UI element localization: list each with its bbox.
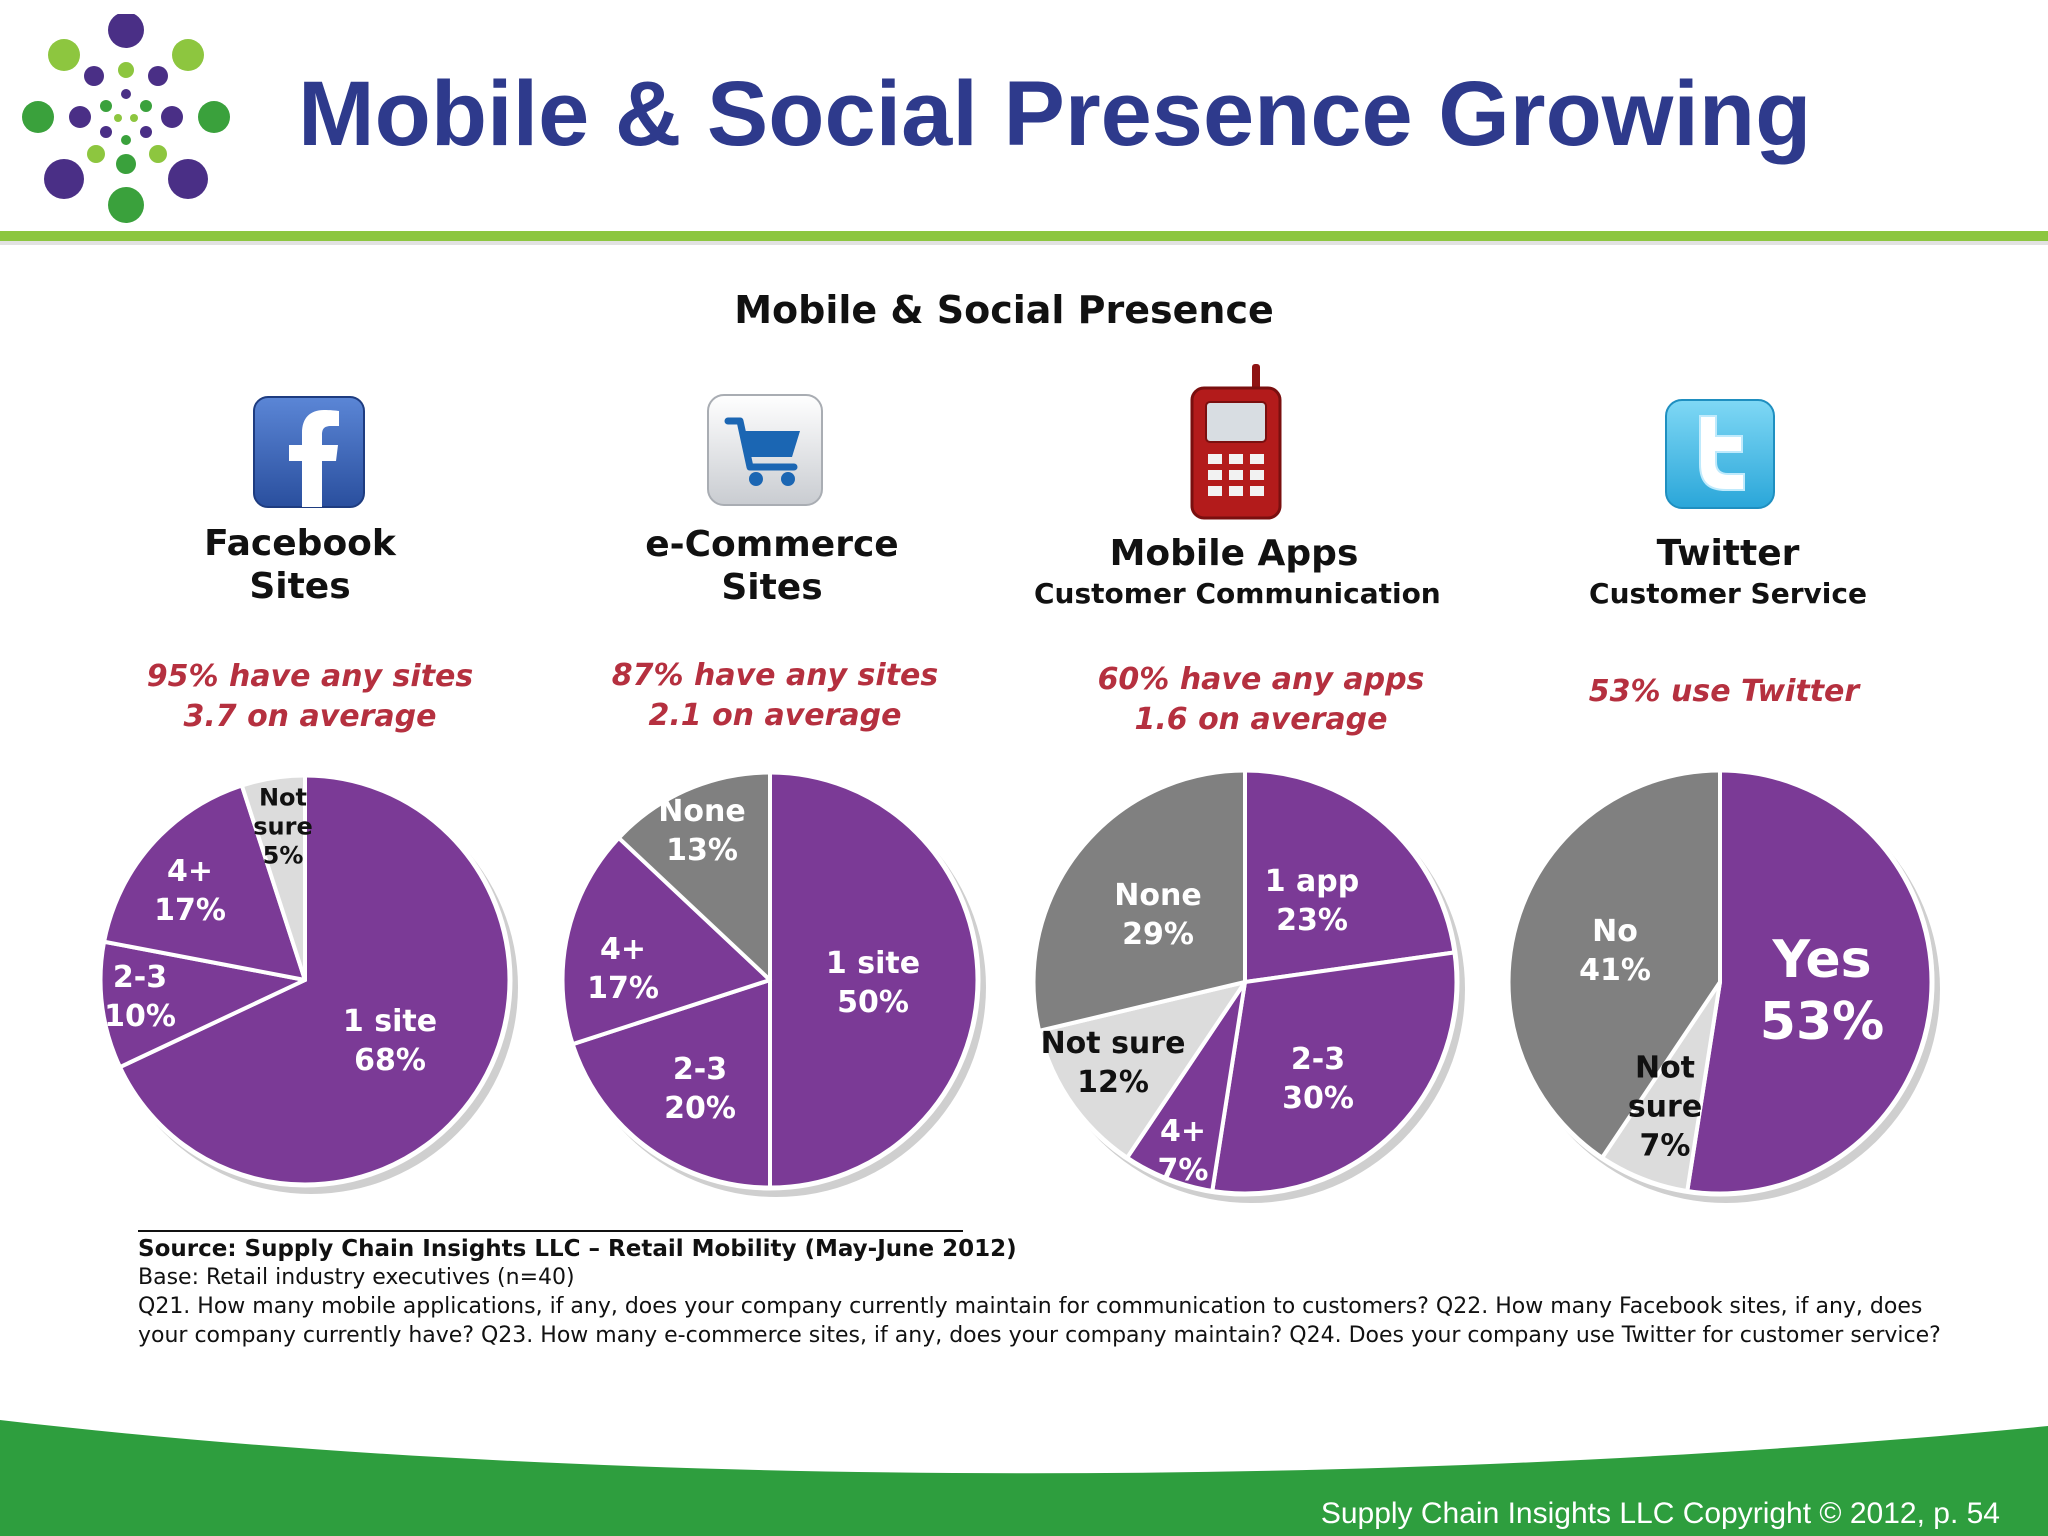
mobile-apps-label-2-3: 2-3 30% xyxy=(1282,1042,1354,1116)
mobile-apps-panel-title: Mobile Apps xyxy=(1109,533,1359,574)
source-questions-line-2: your company currently have? Q23. How ma… xyxy=(138,1323,1941,1348)
facebook-icon xyxy=(253,396,365,508)
facebook-panel-title: Facebook Sites xyxy=(204,523,396,607)
ecommerce-note-line-1: 87% have any sites xyxy=(611,658,939,693)
facebook-label-not-sure: Not sure 5% xyxy=(253,783,312,869)
footer-copyright: Supply Chain Insights LLC Copyright © 20… xyxy=(1320,1497,2000,1530)
source-heading: Source: Supply Chain Insights LLC – Reta… xyxy=(138,1236,1017,1262)
company-logo-icon xyxy=(22,14,230,223)
twitter-pie-rim xyxy=(1505,767,1935,1197)
source-questions-line-1: Q21. How many mobile applications, if an… xyxy=(138,1294,1923,1319)
mobile-apps-panel-subtitle: Customer Communication xyxy=(1034,577,1441,610)
ecommerce-panel-title: e-Commerce Sites xyxy=(645,524,899,608)
twitter-icon xyxy=(1665,399,1775,509)
twitter-panel-subtitle: Customer Service xyxy=(1589,577,1867,610)
mobile-apps-note-line-1: 60% have any apps xyxy=(1097,662,1425,697)
facebook-note-line-1: 95% have any sites xyxy=(146,659,474,694)
twitter-label-not-sure: Not sure 7% xyxy=(1628,1051,1702,1164)
chart-title: Mobile & Social Presence xyxy=(734,288,1274,332)
ecommerce-note-line-2: 2.1 on average xyxy=(648,698,902,733)
facebook-panel-note: 95% have any sites 3.7 on average xyxy=(110,657,510,737)
twitter-label-yes: Yes 53% xyxy=(1760,930,1884,1052)
title-divider xyxy=(0,231,2048,241)
mobile-apps-label-1-app: 1 app 23% xyxy=(1265,864,1360,938)
facebook-label-2-3: 2-3 10% xyxy=(104,960,176,1034)
mobile-phone-icon xyxy=(1190,364,1282,520)
mobile-apps-note-line-2: 1.6 on average xyxy=(1134,702,1388,737)
footer-band xyxy=(0,1420,2048,1536)
mobile-apps-panel-note: 60% have any apps 1.6 on average xyxy=(1061,660,1461,740)
mobile-apps-label-none: None 29% xyxy=(1114,878,1201,952)
ecommerce-label-4: 4+ 17% xyxy=(587,932,659,1006)
facebook-label-4: 4+ 17% xyxy=(154,854,226,928)
title-divider-shadow xyxy=(0,241,2048,245)
shopping-cart-icon xyxy=(707,394,823,506)
ecommerce-panel-note: 87% have any sites 2.1 on average xyxy=(575,656,975,736)
slide-title: Mobile & Social Presence Growing xyxy=(298,63,1812,165)
ecommerce-label-1-site: 1 site 50% xyxy=(826,946,920,1020)
facebook-note-line-2: 3.7 on average xyxy=(183,699,437,734)
twitter-panel-title: Twitter xyxy=(1656,533,1800,574)
mobile-apps-label-4: 4+ 7% xyxy=(1158,1114,1209,1188)
ecommerce-pie-rim xyxy=(559,769,981,1191)
source-base: Base: Retail industry executives (n=40) xyxy=(138,1265,575,1290)
ecommerce-label-none: None 13% xyxy=(658,794,745,868)
twitter-label-no: No 41% xyxy=(1579,914,1651,988)
ecommerce-label-2-3: 2-3 20% xyxy=(664,1052,736,1126)
facebook-pie-rim xyxy=(97,772,513,1188)
source-divider xyxy=(138,1230,963,1232)
twitter-panel-note: 53% use Twitter xyxy=(1524,672,1924,712)
mobile-apps-label-not-sure: Not sure 12% xyxy=(1041,1026,1186,1100)
mobile-apps-pie-rim xyxy=(1030,767,1460,1197)
facebook-label-1-site: 1 site 68% xyxy=(343,1004,437,1078)
twitter-note-line-1: 53% use Twitter xyxy=(1588,674,1860,709)
